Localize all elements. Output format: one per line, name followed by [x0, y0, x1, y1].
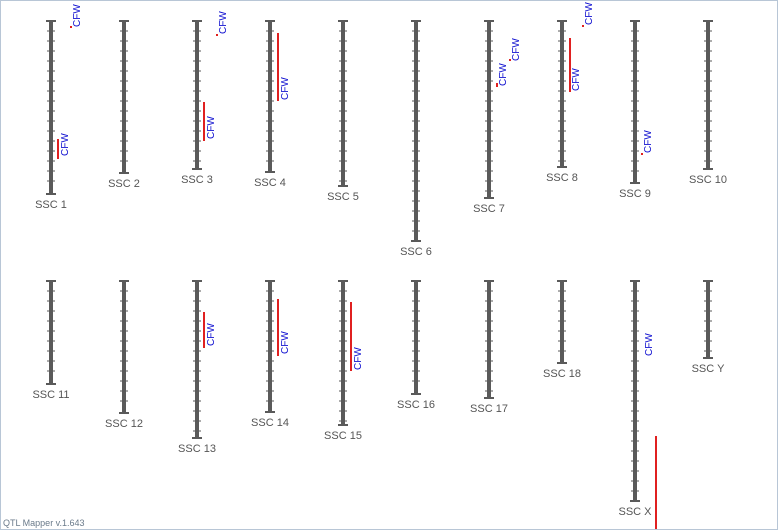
chromosome-label: SSC 15	[324, 430, 362, 442]
chromosome-label: SSC 18	[543, 368, 581, 380]
chromosome-label: SSC 8	[546, 172, 578, 184]
qtl-label: CFW	[280, 77, 291, 100]
chromosome-label: SSC 10	[689, 174, 727, 186]
qtl-label: CFW	[511, 38, 522, 61]
chromosome-label: SSC 16	[397, 399, 435, 411]
chromosome-label: SSC 7	[473, 203, 505, 215]
chromosome-label: SSC 17	[470, 403, 508, 415]
chromosome-label: SSC Y	[692, 363, 725, 375]
qtl-label: CFW	[571, 68, 582, 91]
qtl-label: CFW	[353, 347, 364, 370]
chromosome-label: SSC 2	[108, 178, 140, 190]
qtl-label: CFW	[60, 133, 71, 156]
chromosome-label: SSC 11	[32, 389, 69, 401]
qtl-label: CFW	[206, 323, 217, 346]
chromosome-label: SSC 4	[254, 177, 286, 189]
chromosome-label: SSC 13	[178, 443, 216, 455]
qtl-label: CFW	[643, 130, 654, 153]
qtl-label: CFW	[498, 63, 509, 86]
qtl-label: CFW	[218, 11, 229, 34]
chromosome-label: SSC X	[618, 506, 652, 518]
qtl-label: CFW	[584, 2, 595, 25]
qtl-label: CFW	[644, 333, 655, 356]
chromosome-label: SSC 5	[327, 191, 359, 203]
version-footer: QTL Mapper v.1.643	[3, 518, 85, 528]
chromosome-label: SSC 1	[35, 199, 67, 211]
chromosome-label: SSC 9	[619, 188, 651, 200]
chromosome-label: SSC 12	[105, 418, 143, 430]
chromosome-label: SSC 3	[181, 174, 213, 186]
qtl-label: CFW	[206, 116, 217, 139]
chromosome-label: SSC 14	[251, 417, 289, 429]
chromosome-label: SSC 6	[400, 246, 432, 258]
qtl-label: CFW	[280, 331, 291, 354]
qtl-label: CFW	[72, 4, 83, 27]
